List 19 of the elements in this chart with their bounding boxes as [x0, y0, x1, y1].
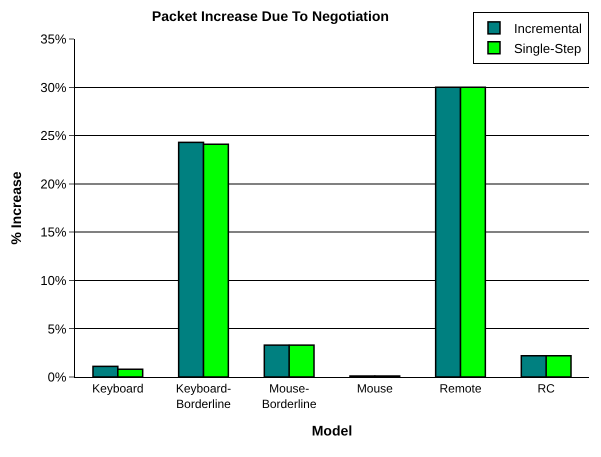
y-tick-label: 20% — [40, 176, 67, 192]
y-tick-label: 5% — [48, 321, 67, 336]
y-tick-label: 0% — [48, 370, 67, 385]
x-tick-label: Keyboard- Borderline — [176, 381, 232, 411]
x-tick-label: RC — [538, 381, 556, 396]
y-tick-label: 30% — [40, 80, 67, 95]
y-axis-title: % Increase — [8, 171, 24, 245]
chart-title: Packet Increase Due To Negotiation — [152, 8, 389, 24]
x-tick-label: Mouse- Borderline — [262, 381, 317, 411]
y-tick-label: 10% — [40, 272, 67, 288]
x-tick-label: Mouse — [356, 381, 394, 396]
y-tick-label: 25% — [40, 128, 67, 144]
y-tick-label: 35% — [40, 32, 67, 47]
x-tick-label: Remote — [439, 381, 482, 396]
legend-label: Single-Step — [514, 40, 582, 56]
y-tick-label: 15% — [40, 224, 67, 240]
legend-label: Incremental — [514, 20, 582, 36]
x-tick-label: Keyboard — [92, 381, 144, 396]
x-axis-title: Model — [312, 422, 352, 438]
